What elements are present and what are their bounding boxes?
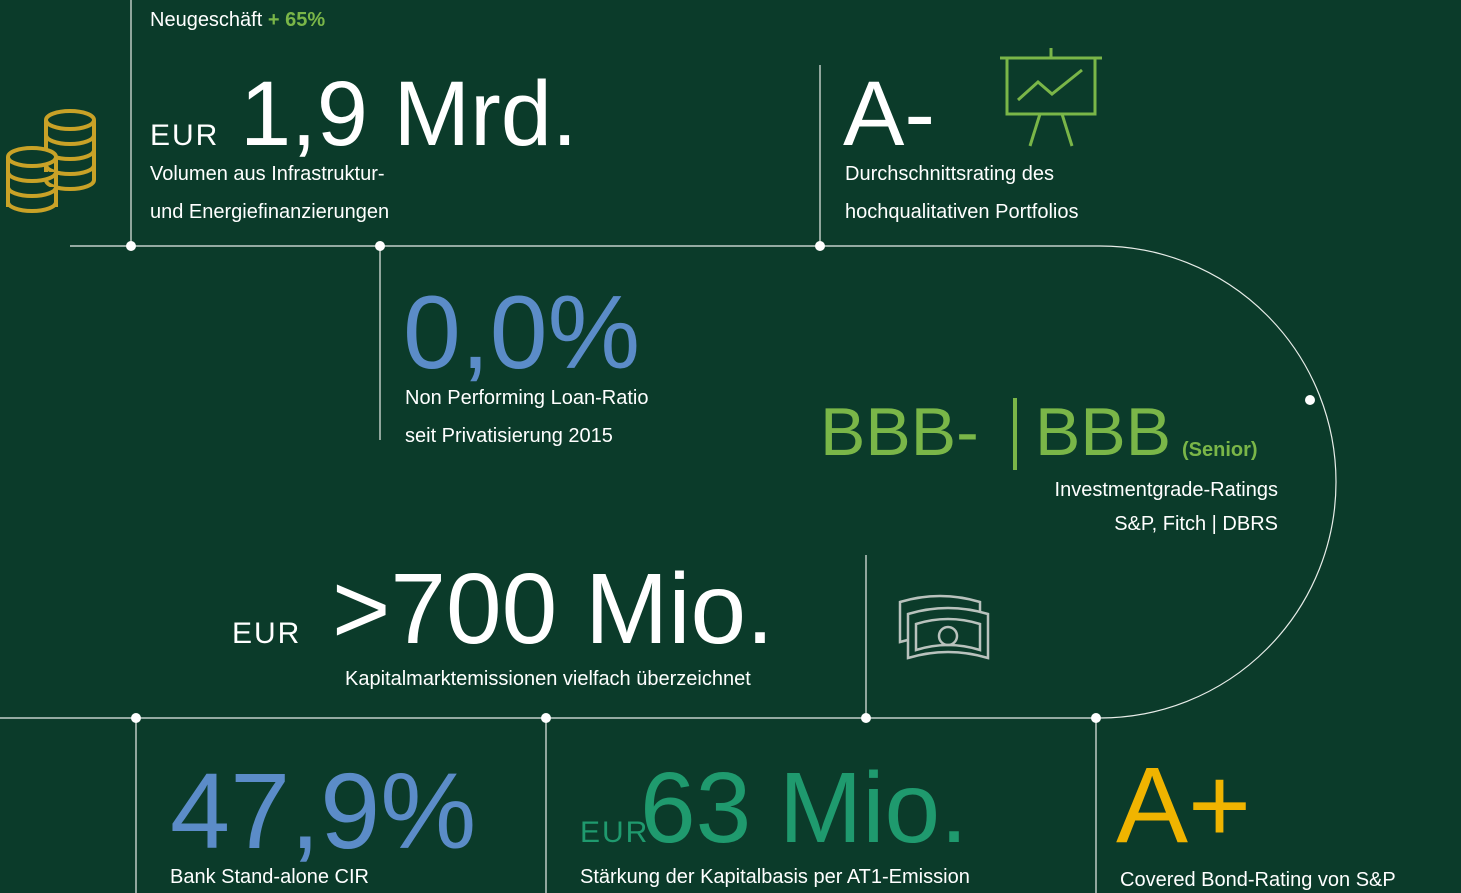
note-text: Neugeschäft <box>150 9 263 31</box>
kpi-value: 47,9% <box>170 750 476 871</box>
chart-board-icon <box>1000 48 1102 147</box>
kpi-caption: Investmentgrade-Ratings <box>1055 479 1278 501</box>
kpi-value: 63 Mio. <box>640 752 968 864</box>
connectors <box>0 0 1337 893</box>
kpi-caption: Bank Stand-alone CIR <box>170 866 369 888</box>
kpi-note: Neugeschäft + 65% <box>150 9 325 31</box>
kpi-caption: S&P, Fitch | DBRS <box>1114 513 1278 535</box>
kpi-caption: Stärkung der Kapitalbasis per AT1-Emissi… <box>580 866 970 888</box>
kpi-caption: Non Performing Loan-Ratio <box>405 387 648 409</box>
kpi-value: BBB <box>1035 394 1171 470</box>
kpi-value: A- <box>843 63 935 165</box>
kpi-value: BBB- <box>820 394 979 470</box>
kpi-caption: und Energiefinanzierungen <box>150 201 389 223</box>
separator <box>1013 398 1017 470</box>
kpi-suffix: (Senior) <box>1182 439 1258 461</box>
kpi-caption: Durchschnittsrating des <box>845 163 1054 185</box>
kpi-value: 0,0% <box>403 275 640 391</box>
kpi-prefix: EUR <box>232 617 301 650</box>
money-icon <box>898 594 990 660</box>
kpi-caption: Kapitalmarktemissionen vielfach überzeic… <box>345 668 751 690</box>
kpi-caption: seit Privatisierung 2015 <box>405 425 613 447</box>
kpi-prefix: EUR <box>150 119 219 152</box>
kpi-prefix: EUR <box>580 816 649 849</box>
kpi-value: A+ <box>1116 744 1251 865</box>
kpi-value: 1,9 Mrd. <box>240 63 577 165</box>
coins-icon <box>6 109 96 213</box>
kpi-caption: hochqualitativen Portfolios <box>845 201 1078 223</box>
kpi-caption: Covered Bond-Rating von S&P <box>1120 869 1396 891</box>
kpi-caption: Volumen aus Infrastruktur- <box>150 163 385 185</box>
kpi-value: >700 Mio. <box>332 553 774 665</box>
note-highlight: + 65% <box>268 9 325 31</box>
